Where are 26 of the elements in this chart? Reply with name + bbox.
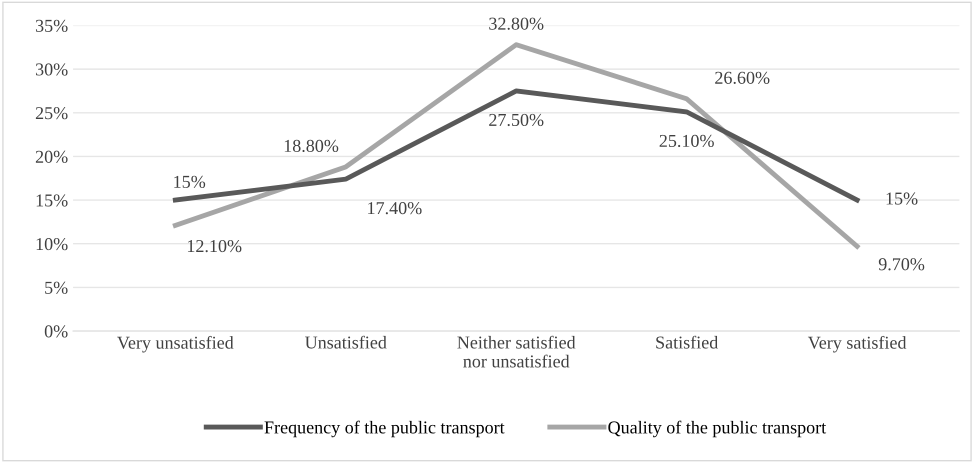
- data-label: 17.40%: [368, 202, 422, 214]
- y-tick-label: 35%: [36, 20, 68, 32]
- data-label: 9.70%: [878, 258, 924, 270]
- data-label: 27.50%: [489, 114, 544, 126]
- x-tick-label: Very unsatisfied: [117, 336, 234, 353]
- x-tick-label: Satisfied: [656, 336, 718, 349]
- data-label: 15%: [174, 176, 206, 188]
- data-label: 15%: [886, 192, 918, 205]
- data-label: 25.10%: [660, 134, 714, 148]
- line-series: [172, 88, 860, 203]
- x-tick-label: Neither satisfied nor unsatisfied: [457, 336, 576, 368]
- y-tick-label: 25%: [36, 107, 68, 120]
- legend-label: Quality of the public transport: [608, 420, 826, 438]
- x-tick-label: Unsatisfied: [305, 336, 387, 349]
- data-label: 32.80%: [489, 18, 544, 30]
- y-tick-label: 10%: [36, 238, 68, 250]
- y-tick-label: 20%: [36, 150, 68, 163]
- y-tick-label: 15%: [36, 194, 68, 207]
- x-tick-label: Very satisfied: [808, 336, 906, 353]
- y-tick-label: 30%: [36, 63, 68, 76]
- y-tick-label: 0%: [44, 325, 68, 338]
- legend-label: Frequency of the public transport: [264, 420, 505, 438]
- data-label: 18.80%: [284, 140, 338, 152]
- y-tick-label: 5%: [45, 282, 68, 294]
- data-label: 12.10%: [188, 240, 242, 252]
- data-label: 26.60%: [715, 72, 770, 84]
